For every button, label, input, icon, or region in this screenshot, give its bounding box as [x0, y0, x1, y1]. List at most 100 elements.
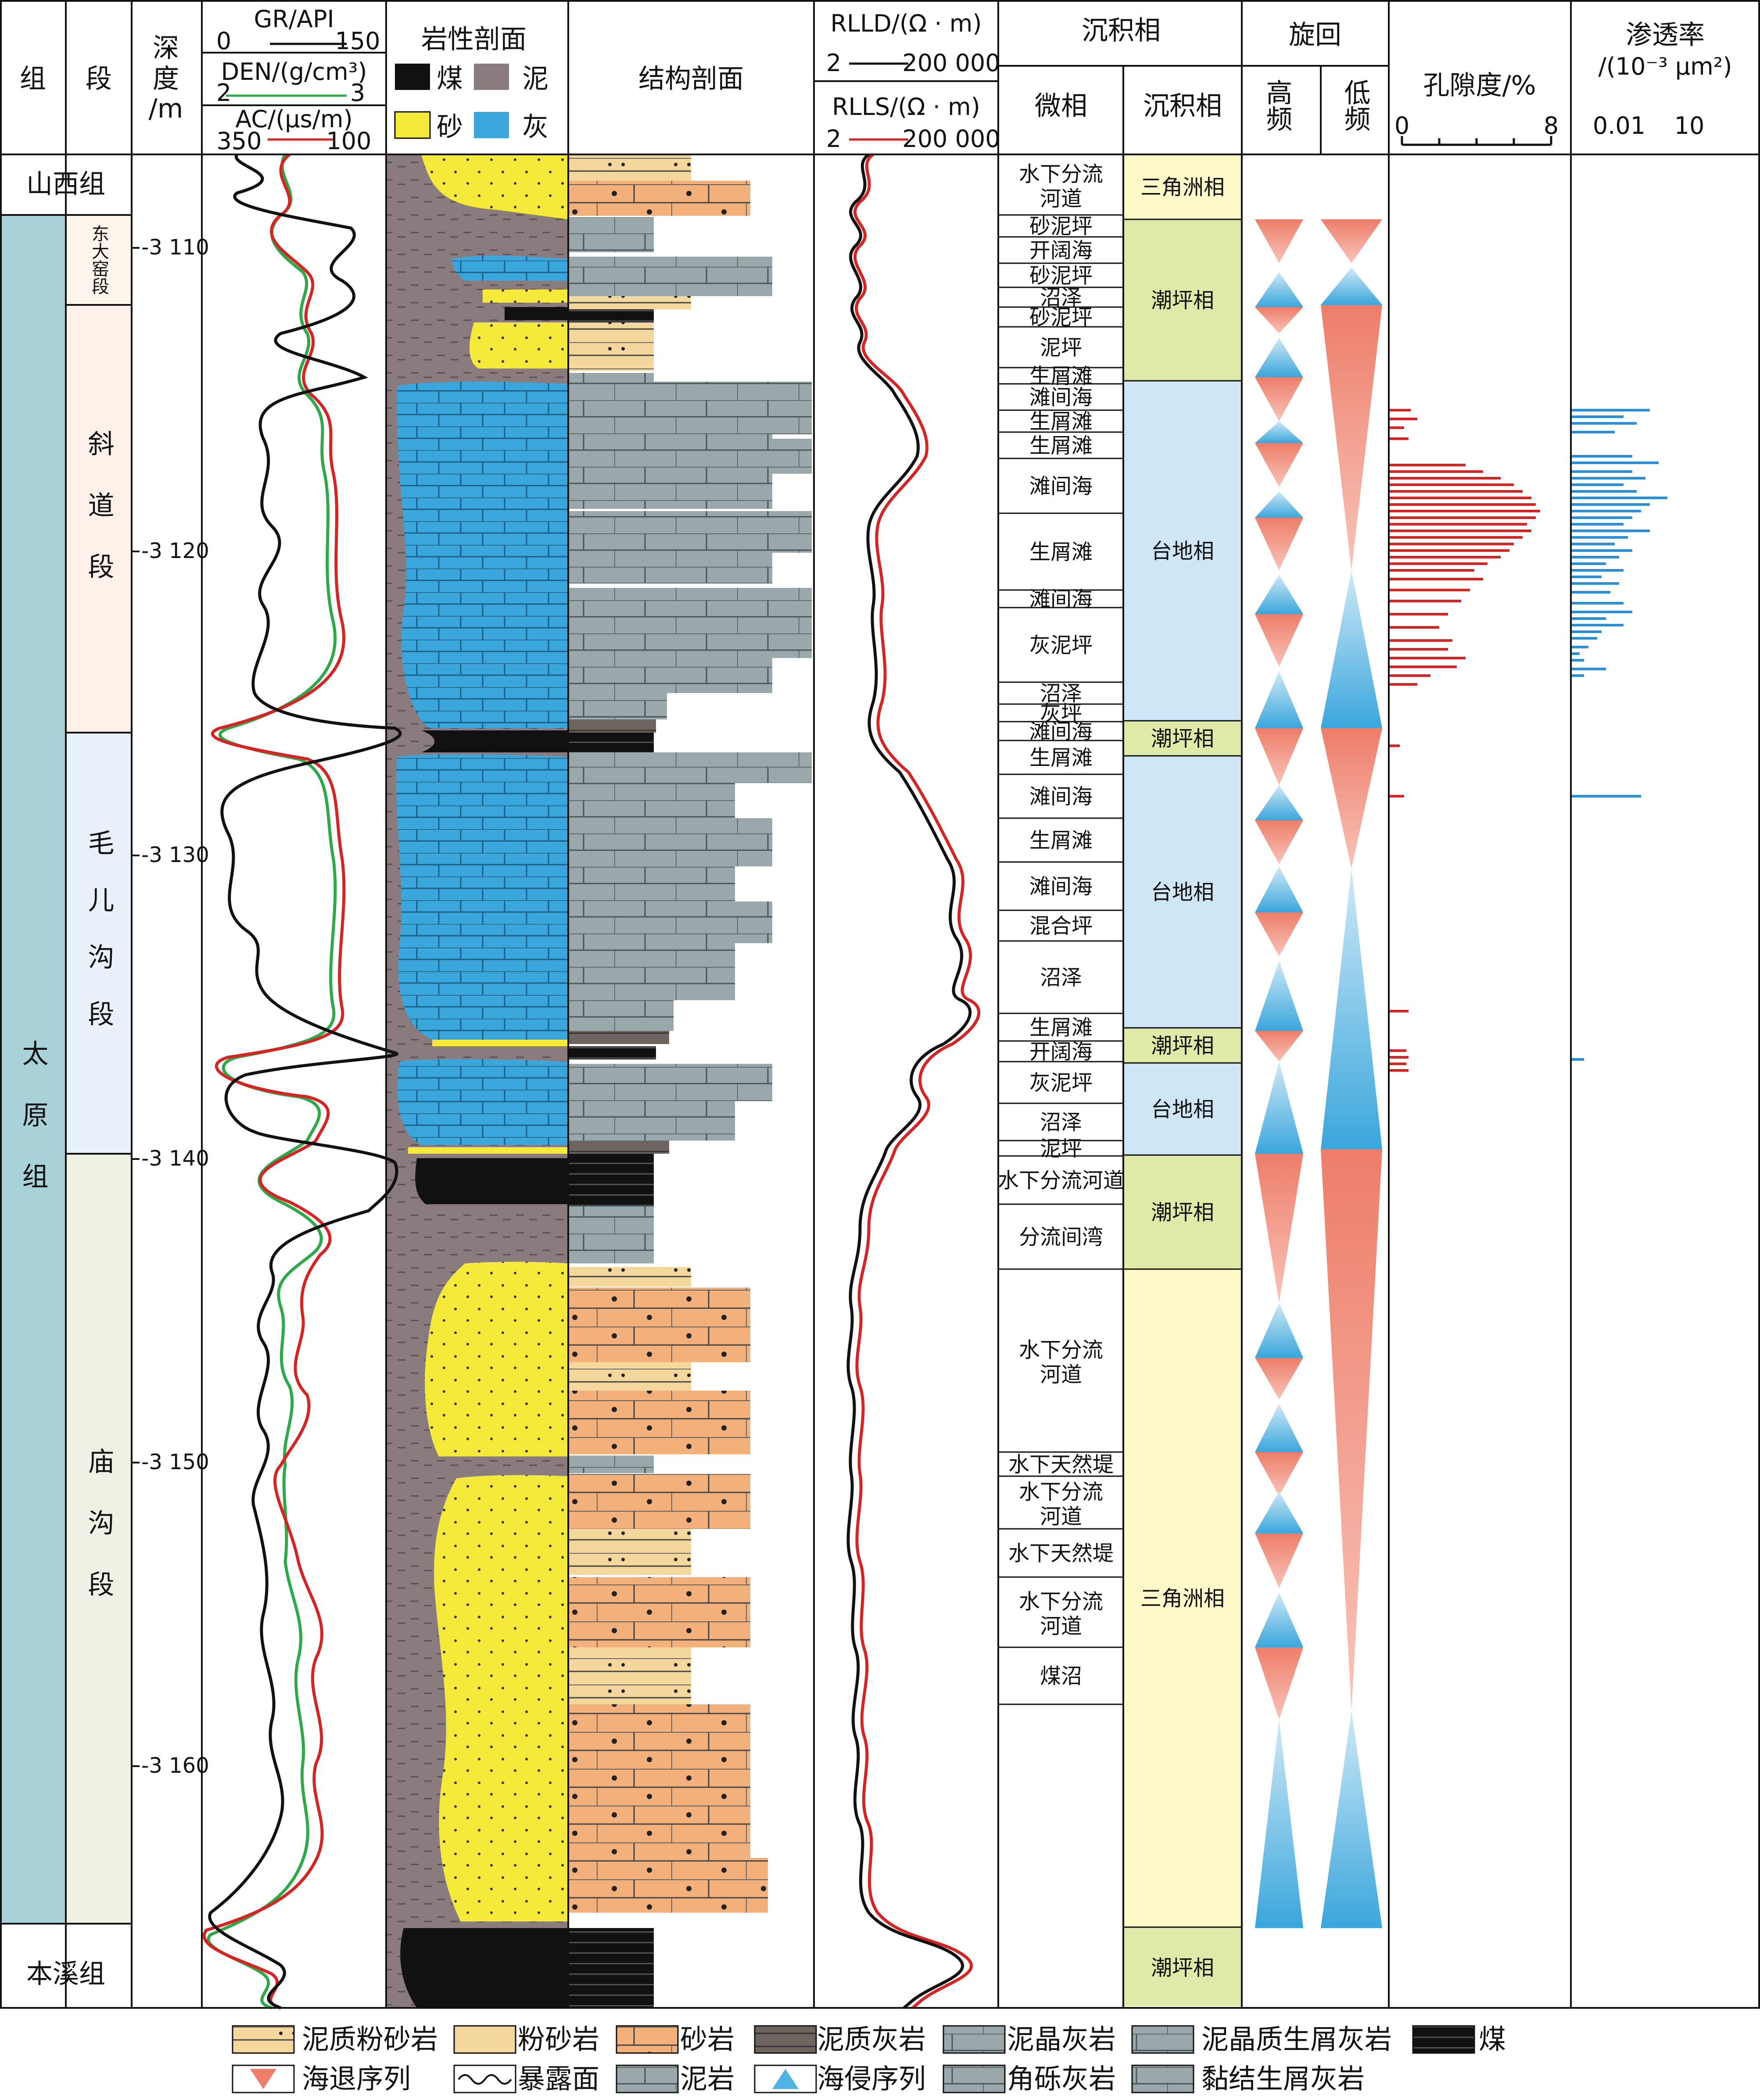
- structure-profile: [568, 154, 812, 2008]
- depth-tick-3160: -3 160: [141, 1753, 209, 1778]
- formation-label-benxi: 本溪组: [26, 1959, 105, 1989]
- member-label-maoergou: 毛儿沟段: [83, 829, 114, 1057]
- member-label-miaogou: 庙沟段: [83, 1448, 114, 1632]
- legend-breccia-limestone: 角砾灰岩: [1007, 2063, 1116, 2095]
- legend-transgression: 海侵序列: [817, 2063, 926, 2095]
- limestone-key-swatch: [474, 112, 509, 138]
- microfacies-label: 泥坪: [1040, 336, 1082, 360]
- microfacies-label: 水下分流河道: [998, 1168, 1124, 1193]
- gr-min: 0: [216, 27, 231, 55]
- microfacies-label: 生屑滩: [1029, 540, 1093, 565]
- microfacies-label: 生屑滩: [1029, 828, 1093, 853]
- microfacies-header: 微相: [1035, 91, 1087, 122]
- microfacies-label: 生屑滩: [1029, 433, 1093, 458]
- formation-label-shanxi: 山西组: [26, 169, 105, 200]
- mud-key-swatch: [474, 64, 509, 90]
- microfacies-label: 生屑滩: [1029, 746, 1093, 770]
- transgression-icon: [772, 2069, 799, 2089]
- facies-label: 三角洲相: [1140, 1586, 1225, 1611]
- legend-sandstone: 砂岩: [680, 2023, 735, 2055]
- depth-tick-3120: -3 120: [141, 539, 209, 563]
- porosity-min: 0: [1394, 112, 1409, 140]
- microfacies-label: 滩间海: [1029, 474, 1093, 499]
- sand-key: 砂: [437, 112, 463, 143]
- microfacies-label: 水下分流河道: [1019, 1480, 1103, 1529]
- legend-mudstone: 泥岩: [680, 2063, 735, 2095]
- microfacies-label: 沼泽: [1040, 681, 1082, 706]
- legend: 泥质粉砂岩 粉砂岩 砂岩 泥质灰岩 泥晶灰岩 泥晶质生屑灰岩 煤 海退序列 暴露…: [232, 2023, 1506, 2095]
- den-min: 2: [216, 79, 231, 107]
- microfacies-label: 开阔海: [1029, 238, 1093, 263]
- rlls-max: 200 000: [902, 125, 1000, 153]
- facies-label: 潮坪相: [1151, 1956, 1214, 1980]
- microfacies-label: 水下天然堤: [1008, 1541, 1114, 1566]
- depth-ticks: -3 110 -3 120 -3 130 -3 140 -3 150 -3 16…: [132, 235, 209, 1778]
- formation-taiyuan-bg: [0, 215, 66, 1924]
- lithology-profile: [386, 154, 568, 2008]
- depth-tick-3140: -3 140: [141, 1146, 209, 1171]
- microfacies-label: 滩间海: [1029, 587, 1093, 612]
- permeability-min: 0.01: [1593, 112, 1645, 140]
- facies-header: 沉积相: [1082, 15, 1161, 46]
- microfacies-label: 沼泽: [1040, 286, 1082, 310]
- porosity-header: 孔隙度/%: [1423, 70, 1536, 101]
- microfacies-column: 水下分流河道砂泥坪开阔海砂泥坪沼泽砂泥坪泥坪生屑滩滩间海生屑滩生屑滩滩间海生屑滩…: [998, 162, 1124, 1705]
- cycle-high-header: 高频: [1262, 79, 1292, 132]
- ac-curve: [202, 153, 346, 2010]
- rlls-min: 2: [826, 125, 841, 153]
- microfacies-label: 生屑滩: [1029, 1016, 1093, 1040]
- structure-header: 结构剖面: [638, 64, 744, 94]
- microfacies-label: 灰泥坪: [1029, 633, 1093, 658]
- porosity-max: 8: [1544, 112, 1559, 140]
- permeability-bars: [1571, 409, 1667, 1061]
- rlld-label: RLLD/(Ω · m): [831, 10, 982, 37]
- microfacies-label: 分流间湾: [1019, 1225, 1103, 1249]
- sand-key-swatch: [394, 111, 431, 139]
- permeability-header: 渗透率: [1626, 20, 1705, 50]
- depth-header-1: 深: [153, 33, 179, 64]
- microfacies-label: 开阔海: [1029, 1040, 1093, 1064]
- legend-exposure-surface: 暴露面: [518, 2063, 599, 2095]
- facies-label: 潮坪相: [1151, 726, 1214, 751]
- facies-label: 台地相: [1151, 1097, 1214, 1122]
- microfacies-label: 滩间海: [1029, 784, 1093, 809]
- depth-tick-3110: -3 110: [141, 235, 209, 260]
- left-log-curves: [202, 153, 402, 2010]
- gr-max: 150: [335, 27, 380, 55]
- microfacies-label: 生屑滩: [1029, 409, 1093, 434]
- microfacies-label: 混合坪: [1029, 914, 1093, 938]
- ac-max: 100: [326, 127, 371, 155]
- microfacies-label: 滩间海: [1029, 874, 1093, 899]
- microfacies-label: 砂泥坪: [1029, 264, 1093, 288]
- legend-regression: 海退序列: [302, 2063, 411, 2095]
- facies-label: 台地相: [1151, 539, 1214, 564]
- rlls-curve: [853, 153, 981, 2009]
- permeability-unit: /(10⁻³ μm²): [1599, 53, 1732, 80]
- microfacies-label: 灰坪: [1040, 701, 1082, 726]
- member-xiedao-bg: [66, 305, 132, 733]
- exposure-surface-icon: [458, 2074, 512, 2085]
- gr-curve: [208, 153, 402, 2010]
- table-grid: [0, 0, 1760, 2009]
- den-label: DEN/(g/cm³): [221, 58, 367, 86]
- microfacies-label: 生屑滩: [1029, 364, 1093, 389]
- permeability-max: 10: [1674, 112, 1705, 140]
- depth-tick-3150: -3 150: [141, 1450, 209, 1474]
- coal-key-swatch: [395, 64, 430, 90]
- member-miaogou-bg: [66, 1154, 132, 1924]
- rlld-curve: [846, 153, 972, 2009]
- legend-micrite: 泥晶灰岩: [1007, 2023, 1116, 2055]
- formation-header: 组: [20, 64, 46, 94]
- facies-label: 潮坪相: [1151, 1200, 1214, 1225]
- microfacies-label: 灰泥坪: [1029, 1071, 1093, 1095]
- porosity-bars: [1389, 409, 1540, 1072]
- lithology-header: 岩性剖面: [421, 24, 527, 55]
- coal-key: 煤: [437, 64, 463, 94]
- member-label-xiedao: 斜道段: [83, 430, 114, 614]
- gr-label: GR/API: [254, 5, 334, 33]
- rlld-min: 2: [826, 49, 841, 77]
- member-maoergou-bg: [66, 733, 132, 1154]
- microfacies-label: 泥坪: [1040, 1137, 1082, 1161]
- den-max: 3: [350, 79, 365, 107]
